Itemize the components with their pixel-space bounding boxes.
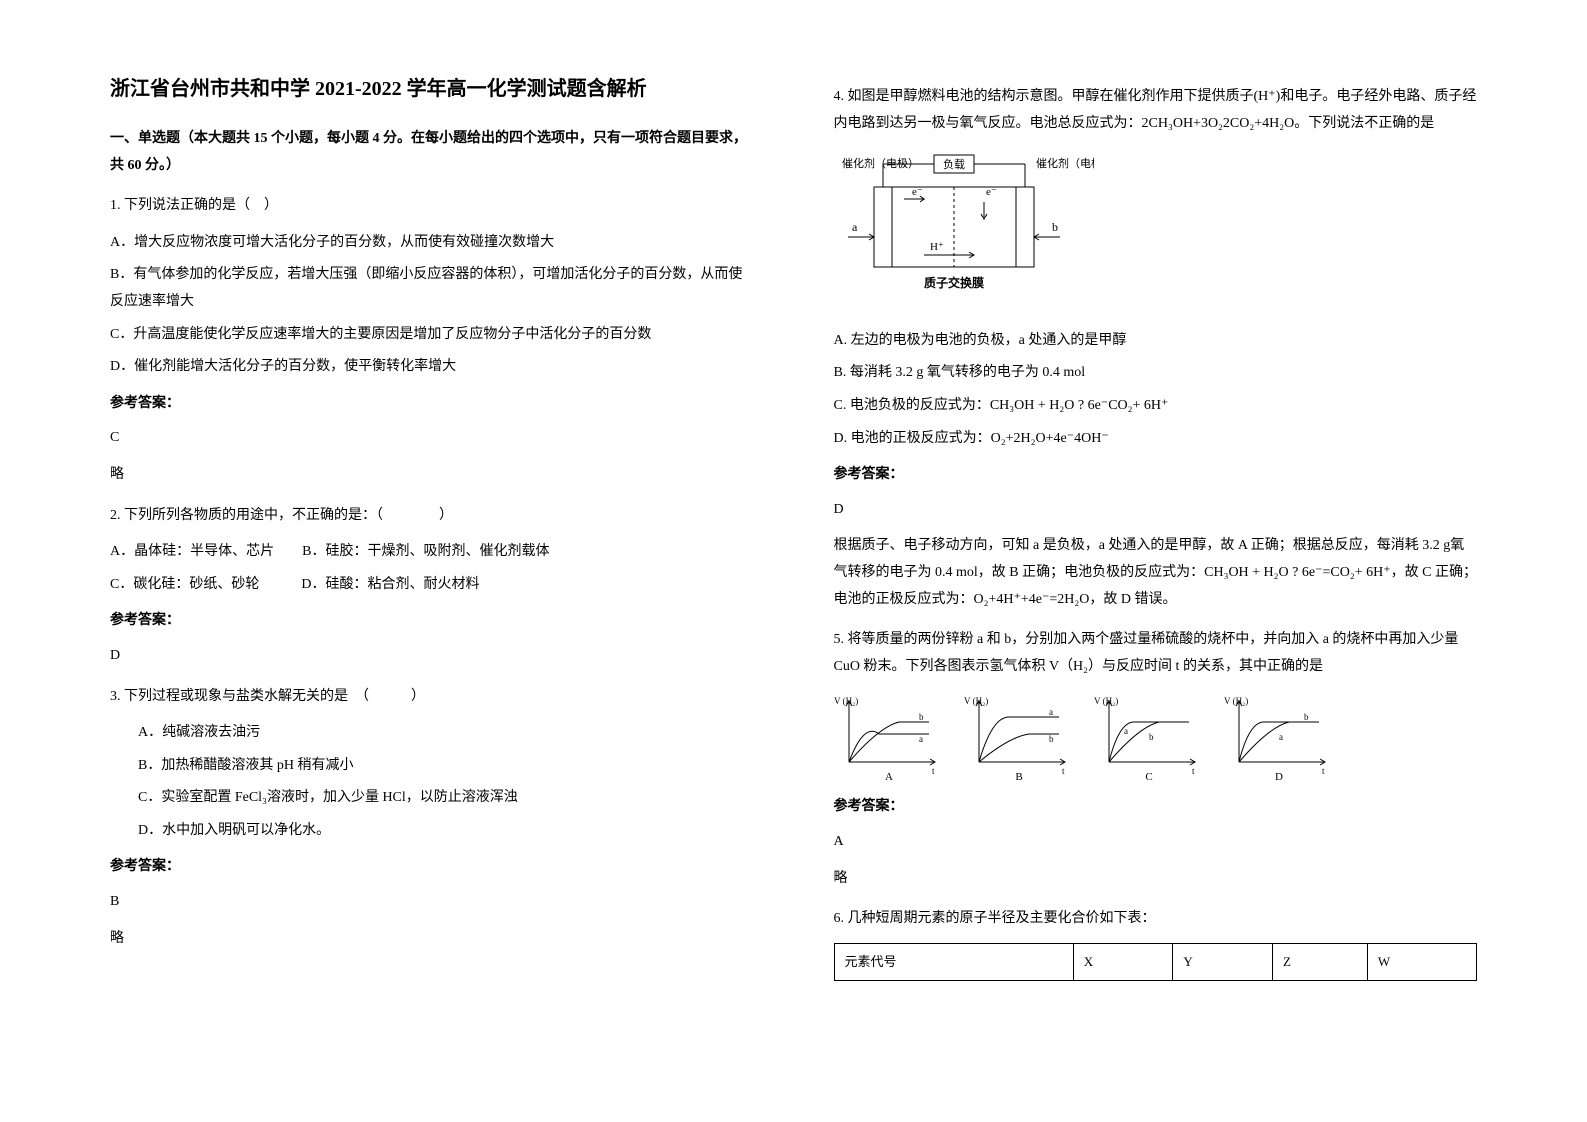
svg-text:A: A [885, 771, 893, 782]
svg-text:V (H₂): V (H₂) [834, 696, 858, 706]
h-plus: H⁺ [930, 241, 944, 253]
e-right: e⁻ [986, 186, 997, 198]
q3-stem: 3. 下列过程或现象与盐类水解无关的是 （ ） [110, 684, 754, 711]
q3-opt-d: D．水中加入明矾可以净化水。 [110, 818, 754, 845]
q5-stem: 5. 将等质量的两份锌粉 a 和 b，分别加入两个盛过量稀硫酸的烧杯中，并向加入… [834, 627, 1478, 680]
q1-ans-label: 参考答案： [110, 391, 754, 418]
table-row: 元素代号 X Y Z W [834, 943, 1477, 981]
chart-b: V (H₂) t a b B [964, 692, 1074, 782]
q4-opt-b: B. 每消耗 3.2 g 氧气转移的电子为 0.4 mol [834, 360, 1478, 387]
svg-text:D: D [1275, 771, 1283, 782]
q1-stem: 1. 下列说法正确的是（ ） [110, 193, 754, 220]
q5-exp: 略 [834, 866, 1478, 893]
q3-exp: 略 [110, 926, 754, 953]
svg-text:B: B [1015, 771, 1022, 782]
left-column: 浙江省台州市共和中学 2021-2022 学年高一化学测试题含解析 一、单选题（… [90, 70, 794, 1082]
q6-stem: 6. 几种短周期元素的原子半径及主要化合价如下表： [834, 906, 1478, 933]
q4-exp: 根据质子、电子移动方向，可知 a 是负极，a 处通入的是甲醇，故 A 正确；根据… [834, 533, 1478, 613]
q2-opt-cd: C．碳化硅：砂纸、砂轮 D．硅酸：粘合剂、耐火材料 [110, 572, 754, 599]
q1-opt-d: D．催化剂能增大活化分子的百分数，使平衡转化率增大 [110, 354, 754, 381]
q4-ans: D [834, 497, 1478, 524]
q5-ans: A [834, 829, 1478, 856]
q4-opt-c: C. 电池负极的反应式为：CH₃OH + H₂O ? 6e⁻CO₂+ 6H⁺ [834, 393, 1478, 420]
svg-text:t: t [1322, 766, 1325, 776]
q1-opt-c: C．升高温度能使化学反应速率增大的主要原因是增加了反应物分子中活化分子的百分数 [110, 322, 754, 349]
q5-charts: V (H₂) t b a A V (H₂) t a b B [834, 692, 1478, 782]
inlet-b: b [1052, 220, 1058, 234]
svg-text:b: b [1049, 734, 1054, 744]
table-cell: X [1073, 943, 1173, 981]
q6-table: 元素代号 X Y Z W [834, 943, 1478, 982]
load-label: 负载 [943, 157, 965, 171]
svg-text:b: b [919, 712, 924, 722]
q5-ans-label: 参考答案： [834, 794, 1478, 821]
q1-opt-a: A．增大反应物浓度可增大活化分子的百分数，从而使有效碰撞次数增大 [110, 230, 754, 257]
catalyst-right: 催化剂（电极） [1036, 156, 1094, 170]
svg-text:V (H₂): V (H₂) [1094, 696, 1118, 706]
svg-text:V (H₂): V (H₂) [964, 696, 988, 706]
q2-opt-ab: A．晶体硅：半导体、芯片 B．硅胶：干燥剂、吸附剂、催化剂载体 [110, 539, 754, 566]
q2-ans: D [110, 643, 754, 670]
right-column: 4. 如图是甲醇燃料电池的结构示意图。甲醇在催化剂作用下提供质子(H⁺)和电子。… [794, 70, 1498, 1082]
q3-ans: B [110, 889, 754, 916]
table-cell: W [1367, 943, 1476, 981]
q4-opt-a: A. 左边的电极为电池的负极，a 处通入的是甲醇 [834, 328, 1478, 355]
svg-text:b: b [1149, 732, 1154, 742]
q4-stem: 4. 如图是甲醇燃料电池的结构示意图。甲醇在催化剂作用下提供质子(H⁺)和电子。… [834, 84, 1478, 137]
table-cell: 元素代号 [834, 943, 1073, 981]
q1-opt-b: B．有气体参加的化学反应，若增大压强（即缩小反应容器的体积），可增加活化分子的百… [110, 262, 754, 315]
fuel-cell-svg: 负载 e⁻ e⁻ a b H⁺ 催化剂（电极） 催化剂（电极） [834, 147, 1094, 307]
q2-stem: 2. 下列所列各物质的用途中，不正确的是：（ ） [110, 503, 754, 530]
svg-text:a: a [1279, 732, 1283, 742]
membrane-label: 质子交换膜 [923, 275, 983, 290]
svg-text:t: t [1062, 766, 1065, 776]
page-title: 浙江省台州市共和中学 2021-2022 学年高一化学测试题含解析 [110, 70, 754, 108]
catalyst-left: 催化剂（电极） [842, 156, 919, 170]
q2-ans-label: 参考答案： [110, 608, 754, 635]
q3-opt-a: A．纯碱溶液去油污 [110, 720, 754, 747]
q3-ans-label: 参考答案： [110, 854, 754, 881]
chart-d: V (H₂) t a b D [1224, 692, 1334, 782]
svg-text:C: C [1145, 771, 1152, 782]
q4-opt-d: D. 电池的正极反应式为：O₂+2H₂O+4e⁻4OH⁻ [834, 426, 1478, 453]
fuel-cell-diagram: 负载 e⁻ e⁻ a b H⁺ 催化剂（电极） 催化剂（电极） [834, 147, 1478, 318]
chart-c: V (H₂) t a b C [1094, 692, 1204, 782]
svg-text:a: a [919, 734, 923, 744]
e-left: e⁻ [912, 186, 923, 198]
inlet-a: a [852, 220, 858, 234]
q1-ans: C [110, 425, 754, 452]
svg-text:a: a [1124, 726, 1128, 736]
svg-text:a: a [1049, 707, 1053, 717]
q3-opt-c: C．实验室配置 FeCl₃溶液时，加入少量 HCl，以防止溶液浑浊 [110, 785, 754, 812]
table-cell: Z [1272, 943, 1367, 981]
svg-text:t: t [1192, 766, 1195, 776]
chart-a: V (H₂) t b a A [834, 692, 944, 782]
q1-exp: 略 [110, 462, 754, 489]
svg-text:V (H₂): V (H₂) [1224, 696, 1248, 706]
svg-text:t: t [932, 766, 935, 776]
table-cell: Y [1173, 943, 1273, 981]
svg-text:b: b [1304, 712, 1309, 722]
q3-opt-b: B．加热稀醋酸溶液其 pH 稍有减小 [110, 753, 754, 780]
q4-ans-label: 参考答案： [834, 462, 1478, 489]
section-head: 一、单选题（本大题共 15 个小题，每小题 4 分。在每小题给出的四个选项中，只… [110, 126, 754, 179]
